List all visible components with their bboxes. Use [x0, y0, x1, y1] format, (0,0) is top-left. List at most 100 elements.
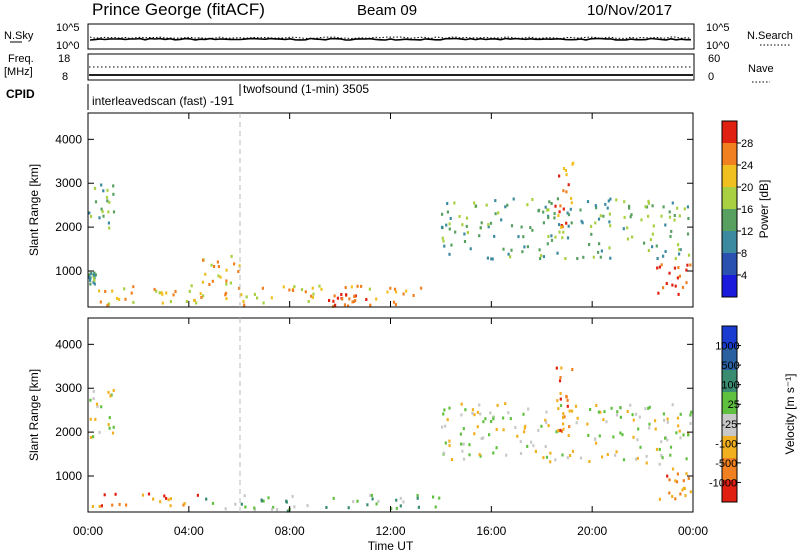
- echo-cell: [612, 435, 615, 439]
- echo-cell: [566, 211, 569, 215]
- echo-cell: [454, 230, 457, 234]
- echo-cell: [89, 282, 92, 286]
- echo-cell: [514, 426, 517, 429]
- echo-cell: [491, 257, 494, 261]
- echo-cell: [658, 497, 661, 501]
- echo-cell: [632, 418, 635, 422]
- echo-cell: [564, 169, 567, 172]
- echo-cell: [567, 434, 570, 437]
- echo-cell: [443, 408, 446, 412]
- nave-tick-bottom: 0: [708, 71, 714, 83]
- echo-cell: [634, 457, 638, 461]
- echo-cell: [167, 498, 170, 502]
- echo-cell: [460, 402, 463, 406]
- echo-cell: [94, 200, 98, 204]
- echo-cell: [92, 397, 95, 401]
- echo-cell: [494, 212, 497, 216]
- echo-cell: [519, 452, 523, 455]
- echo-cell: [570, 201, 573, 205]
- echo-cell: [253, 506, 256, 510]
- echo-cell: [687, 253, 691, 257]
- echo-cell: [353, 300, 356, 303]
- echo-cell: [546, 208, 549, 212]
- y-tick-label: 2000: [55, 425, 82, 439]
- echo-cell: [664, 436, 667, 440]
- echo-cell: [165, 496, 168, 500]
- echo-cell: [679, 248, 682, 252]
- echo-cell: [108, 226, 111, 230]
- echo-cell: [352, 500, 355, 504]
- echo-cell: [668, 210, 671, 214]
- echo-cell: [669, 234, 672, 238]
- echo-cell: [690, 410, 693, 414]
- echo-cell: [307, 300, 310, 303]
- echo-cell: [270, 296, 273, 300]
- colorbar-tick-label: 4: [741, 270, 747, 282]
- echo-cell: [343, 303, 347, 307]
- cpid-entry-2: twofsound (1-min) 3505: [243, 82, 369, 96]
- x-tick-label: 20:00: [577, 524, 607, 538]
- echo-cell: [169, 504, 172, 508]
- colorbar-tick-label: 8: [741, 248, 747, 260]
- echo-cell: [102, 189, 105, 193]
- echo-cell: [417, 505, 420, 509]
- echo-cell: [416, 493, 419, 497]
- echo-cell: [89, 417, 92, 421]
- echo-cell: [89, 272, 92, 276]
- echo-cell: [664, 250, 667, 253]
- echo-cell: [651, 232, 654, 236]
- echo-cell: [106, 188, 109, 192]
- echo-cell: [234, 502, 237, 506]
- echo-cell: [575, 421, 578, 425]
- echo-cell: [660, 453, 663, 457]
- echo-cell: [607, 199, 610, 203]
- echo-cell: [594, 221, 597, 225]
- colorbar-swatch: [722, 275, 737, 298]
- echo-cell: [549, 451, 552, 455]
- echo-cell: [665, 282, 668, 285]
- echo-cell: [558, 174, 561, 178]
- echo-cell: [638, 415, 641, 419]
- echo-cell: [482, 420, 485, 424]
- echo-cell: [660, 263, 663, 267]
- nave-tick-top: 60: [708, 53, 720, 65]
- echo-cell: [354, 294, 357, 298]
- echo-cell: [202, 294, 205, 298]
- echo-cell: [553, 216, 556, 220]
- echo-cell: [600, 249, 603, 253]
- echo-cell: [100, 504, 103, 508]
- echo-cell: [98, 430, 101, 434]
- echo-cell: [344, 286, 347, 289]
- echo-cell: [565, 173, 568, 177]
- echo-cell: [169, 497, 172, 501]
- echo-cell: [377, 499, 380, 503]
- echo-cell: [420, 286, 423, 290]
- echo-cell: [509, 417, 512, 421]
- echo-cell: [496, 403, 499, 407]
- echo-cell: [347, 506, 350, 510]
- echo-cell: [559, 404, 563, 408]
- echo-cell: [685, 457, 688, 461]
- echo-cell: [216, 260, 219, 264]
- echo-cell: [673, 266, 677, 270]
- echo-cell: [673, 214, 676, 217]
- echo-cell: [412, 294, 415, 297]
- echo-cell: [159, 500, 162, 504]
- echo-cell: [111, 431, 115, 435]
- echo-cell: [651, 245, 654, 249]
- x-tick-label: 16:00: [476, 524, 506, 538]
- echo-cell: [161, 292, 164, 296]
- echo-cell: [599, 255, 602, 259]
- echo-cell: [636, 456, 639, 460]
- echo-cell: [560, 429, 563, 433]
- echo-cell: [478, 453, 481, 456]
- echo-cell: [394, 303, 397, 307]
- echo-cell: [598, 434, 601, 438]
- echo-cell: [562, 189, 565, 193]
- echo-cell: [648, 405, 651, 409]
- echo-cell: [461, 223, 464, 227]
- echo-cell: [671, 467, 675, 471]
- echo-cell: [416, 496, 419, 500]
- colorbar-swatch: [722, 370, 737, 393]
- echo-cell: [485, 203, 488, 207]
